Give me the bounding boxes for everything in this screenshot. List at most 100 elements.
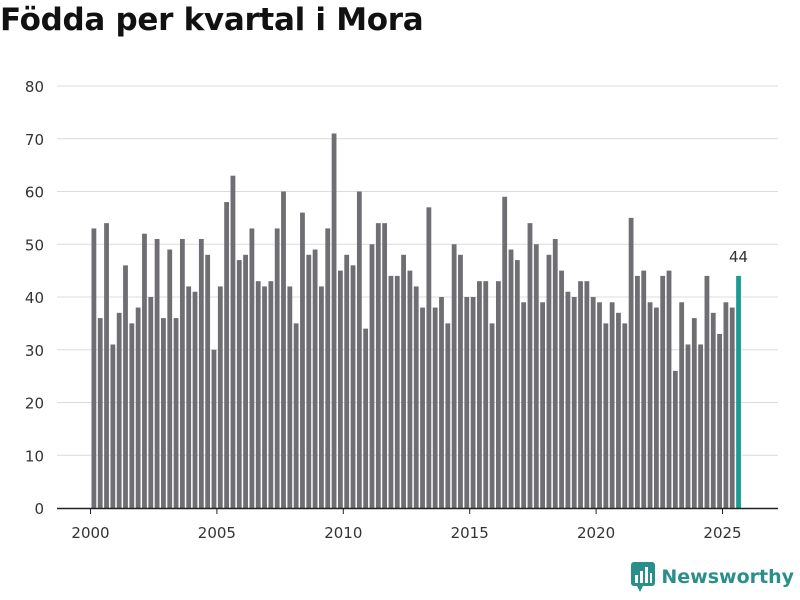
bar: [439, 297, 444, 508]
bar: [458, 254, 463, 508]
bar: [489, 323, 495, 508]
bar: [142, 233, 147, 508]
bar: [161, 318, 166, 508]
y-tick-label: 20: [25, 395, 44, 413]
data-label-latest: 44: [729, 248, 748, 266]
bar: [407, 270, 413, 508]
bar: [148, 297, 154, 508]
bar: [110, 344, 116, 508]
bar: [135, 307, 141, 508]
bar: [230, 175, 236, 509]
bar: [116, 312, 122, 508]
bar: [274, 228, 280, 509]
bar: [660, 275, 666, 508]
bar: [249, 228, 255, 509]
bar: [426, 207, 432, 508]
bar: [521, 302, 527, 508]
bar: [369, 244, 375, 508]
data-labels: 44: [729, 248, 748, 266]
bar-highlight: [736, 275, 741, 508]
bar: [91, 228, 97, 509]
y-tick-label: 50: [25, 236, 44, 254]
bar: [729, 307, 735, 508]
bar: [375, 223, 381, 508]
bar: [597, 302, 602, 508]
x-tick-label: 2020: [577, 524, 615, 542]
bar: [363, 328, 369, 508]
bar: [173, 318, 179, 508]
bar: [179, 238, 185, 508]
y-tick-label: 80: [25, 78, 44, 96]
bar: [262, 286, 267, 508]
bar: [293, 323, 299, 508]
bar: [653, 307, 659, 508]
bar: [590, 297, 596, 508]
x-tick-label: 2025: [703, 524, 741, 542]
y-tick-label: 30: [25, 342, 44, 360]
bar: [710, 312, 716, 508]
bar: [224, 202, 230, 509]
bar: [540, 302, 546, 508]
bar: [483, 281, 489, 508]
bar: [255, 281, 261, 508]
bar: [401, 254, 406, 508]
bar: [287, 286, 293, 508]
y-tick-label: 60: [25, 184, 44, 202]
bar: [198, 238, 204, 508]
bar: [647, 302, 653, 508]
bar: [533, 244, 539, 508]
bar: [192, 291, 198, 508]
bar: [672, 370, 678, 508]
bar: [413, 286, 419, 508]
x-tick-label: 2010: [324, 524, 362, 542]
newsworthy-logo-icon: [631, 562, 656, 592]
bar: [394, 275, 400, 508]
bar: [337, 270, 343, 508]
bar: [616, 312, 621, 508]
bar: [477, 281, 482, 508]
bar: [281, 191, 286, 508]
bar: [691, 318, 697, 508]
bar-series: [91, 133, 741, 509]
bar: [571, 297, 577, 508]
bar: [388, 275, 394, 508]
x-axis: 2000 2005 2010 2015 2020 2025: [57, 507, 778, 542]
bar: [268, 281, 274, 508]
brand-logo: Newsworthy: [631, 562, 794, 592]
x-tick-label: 2015: [451, 524, 489, 542]
brand-name: Newsworthy: [661, 566, 794, 588]
bar: [628, 217, 634, 508]
bar: [559, 270, 564, 508]
bar: [704, 275, 710, 508]
bar: [167, 249, 173, 508]
bar: [344, 254, 350, 508]
bar: [565, 291, 571, 508]
bar: [723, 302, 729, 508]
y-tick-label: 0: [34, 500, 44, 518]
bar: [470, 297, 476, 508]
bar: [609, 302, 615, 508]
bar: [356, 191, 362, 508]
bar: [451, 244, 457, 508]
bar: [382, 223, 388, 508]
bar: [211, 349, 217, 508]
bar: [552, 238, 558, 508]
bar: [603, 323, 609, 508]
bar: [205, 254, 211, 508]
bar: [331, 133, 337, 508]
bar: [584, 281, 590, 508]
bar: [123, 265, 128, 508]
y-tick-label: 10: [25, 447, 44, 465]
bar: [578, 281, 583, 508]
bar: [306, 254, 312, 508]
bar: [236, 260, 242, 508]
bar: [641, 270, 647, 508]
y-tick-label: 70: [25, 131, 44, 149]
bar: [319, 286, 324, 508]
bar: [495, 281, 501, 508]
y-tick-label: 40: [25, 289, 44, 307]
y-axis-ticks: 0 10 20 30 40 50 60 70 80: [25, 78, 44, 518]
bar: [635, 275, 640, 508]
bar: [502, 196, 508, 508]
